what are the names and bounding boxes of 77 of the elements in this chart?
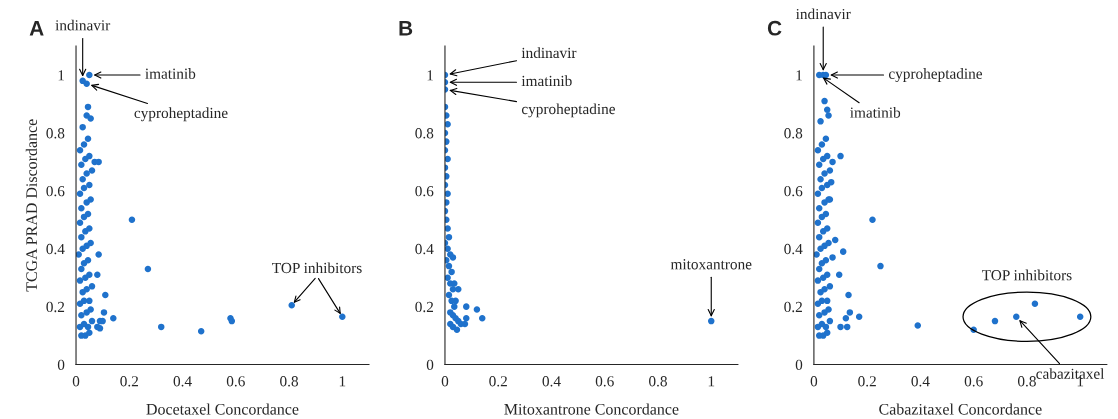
y-tick-label: 1 [427,70,433,81]
point [1031,300,1039,307]
x-axis-title: Mitoxantrone Concordance [504,403,679,415]
y-axis-title: TCGA PRAD Discordance [25,119,38,292]
x-tick-label: 0 [810,376,818,387]
point [453,326,461,334]
annotation: mitoxantrone [670,259,752,270]
y-tick-label: 1 [796,70,802,81]
y-tick-label: 0.4 [46,243,65,255]
annotation: indinavir [521,47,577,59]
x-tick-label: 0.8 [1017,376,1036,387]
point [473,306,481,313]
point [461,320,469,328]
x-tick-label: 0.6 [964,376,983,387]
y-tick-label: 0.8 [784,128,803,139]
x-tick-label: 0.8 [280,376,299,387]
y-tick-label: 0.6 [46,185,65,197]
annotation: cyproheptadine [134,107,228,122]
point [463,314,470,322]
y-tick-label: 0 [426,359,434,370]
series-label: TOP inhibitors [982,269,1072,281]
point [444,245,451,252]
x-tick-label: 0.4 [173,376,192,387]
point [1013,313,1020,321]
x-tick-label: 0 [441,376,449,387]
x-tick-label: 0.4 [911,376,930,387]
y-tick-label: 0 [57,359,65,370]
x-axis-title: Docetaxel Concordance [146,403,299,415]
x-tick-label: 1 [708,376,715,387]
point [452,297,459,305]
x-tick-label: 0.6 [595,376,614,387]
point [445,262,453,270]
point [444,225,451,232]
y-tick-label: 0.6 [415,185,434,197]
point [463,303,470,310]
y-tick-label: 0.2 [46,301,65,313]
point [445,233,453,241]
point [991,317,999,325]
x-tick-label: 0.6 [226,376,245,387]
x-tick-label: 0.2 [489,376,507,387]
annotation: imatinib [850,107,901,118]
chart-title: A [29,21,44,36]
annotation: imatinib [521,75,572,87]
x-tick-label: 0.4 [542,376,561,387]
x-axis-title: Cabazitaxel Concordance [879,403,1042,415]
point [451,280,458,287]
chart-title: B [399,21,413,36]
y-tick-label: 0.8 [46,128,65,139]
x-tick-label: 0.8 [649,376,667,387]
annotation: indinavir [795,8,851,20]
point [444,190,451,197]
x-tick-label: 0 [72,376,80,387]
y-tick-label: 1 [58,70,64,81]
point [707,317,715,325]
point [1076,313,1084,321]
y-tick-label: 0.8 [415,128,434,139]
y-tick-label: 0 [795,359,803,370]
y-tick-label: 0.6 [784,185,803,197]
y-tick-label: 0.2 [784,301,802,313]
point [448,268,455,276]
x-tick-label: 0.2 [120,376,138,387]
point [444,274,451,281]
point [455,286,462,293]
y-tick-label: 0.2 [415,301,434,313]
y-tick-label: 0.4 [415,243,434,255]
point [478,314,486,322]
point [451,303,458,310]
annotation: indinavir [55,19,111,31]
x-tick-label: 1 [339,376,346,387]
annotation: cyproheptadine [521,103,615,118]
annotation: cyproheptadine [888,68,983,82]
y-tick-label: 0.4 [784,243,803,255]
x-tick-label: 0.2 [858,376,876,387]
chart-title: C [767,20,782,36]
text: TOP inhibitors [272,262,362,274]
point [445,291,453,299]
annotation: imatinib [145,68,196,79]
